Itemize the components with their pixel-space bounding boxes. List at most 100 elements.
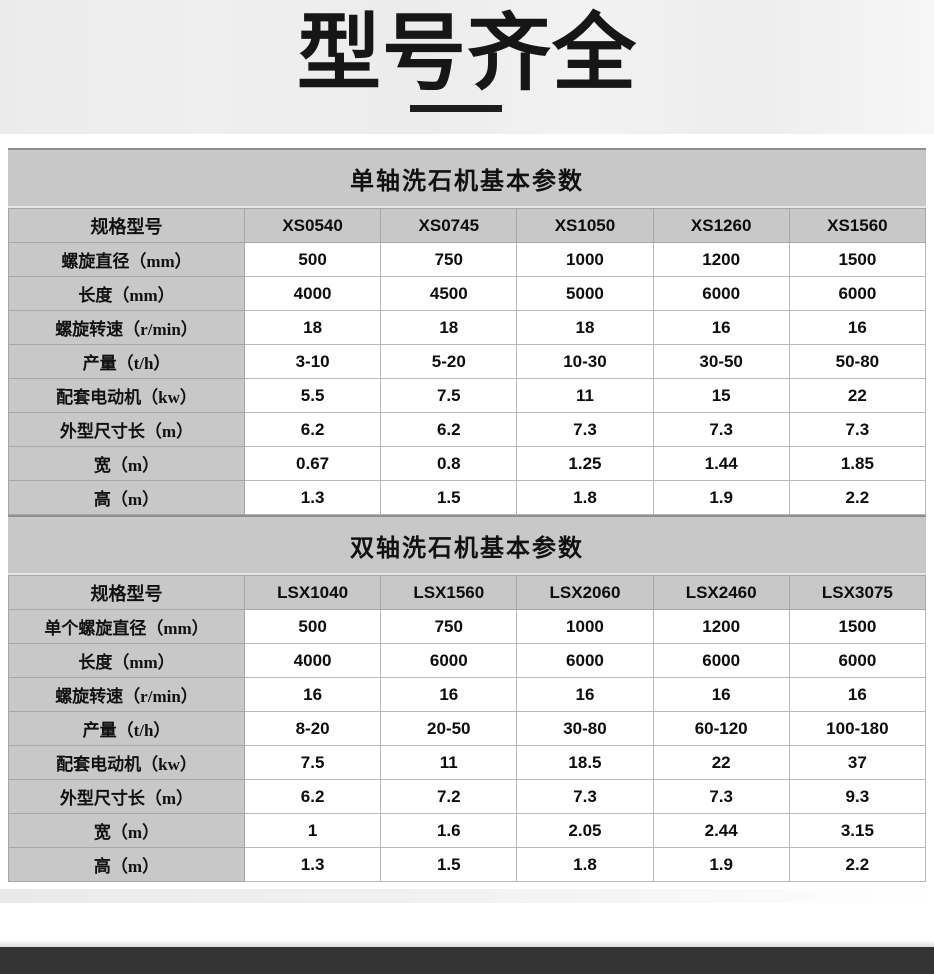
cell-value: 1.85 [788,446,927,481]
title-underline [410,105,502,112]
table-title-bar: 单轴洗石机基本参数 [8,148,926,208]
cell-value: 2.44 [652,813,790,848]
bottom-fade-strip [0,889,934,903]
row-label: 螺旋转速（r/min） [8,677,245,712]
cell-value: 1.8 [516,847,654,882]
footer-light-edge [0,941,934,947]
cell-value: 6.2 [243,779,382,814]
header-row: 规格型号 XS0540 XS0745 XS1050 XS1260 XS1560 [8,208,927,243]
row-label: 长度（mm） [8,276,245,311]
cell-value: 10-30 [516,344,654,379]
cell-value: 7.5 [380,378,518,413]
cell-value: 500 [243,609,382,644]
cell-value: 5.5 [243,378,382,413]
cell-value: 18 [516,310,654,345]
cell-value: 6000 [788,276,927,311]
table-row: 外型尺寸长（m） 6.2 6.2 7.3 7.3 7.3 [8,412,927,447]
row-label: 单个螺旋直径（mm） [8,609,245,644]
cell-value: 1.25 [516,446,654,481]
table-row: 单个螺旋直径（mm） 500 750 1000 1200 1500 [8,609,927,644]
spec-table-section-2: 双轴洗石机基本参数 规格型号 LSX1040 LSX1560 LSX2060 LSX24… [8,515,927,882]
row-label: 产量（t/h） [8,344,245,379]
row-label: 配套电动机（kw） [8,378,245,413]
row-label: 外型尺寸长（m） [8,779,245,814]
cell-value: 7.2 [380,779,518,814]
cell-value: 1.3 [243,480,382,515]
cell-value: 22 [788,378,927,413]
model-column-header: XS1260 [652,208,790,243]
table-row: 宽（m） 0.67 0.8 1.25 1.44 1.85 [8,446,927,481]
cell-value: 3.15 [788,813,927,848]
cell-value: 7.3 [516,779,654,814]
page-title: 型号齐全 [296,6,637,100]
cell-value: 6000 [652,276,790,311]
cell-value: 1 [243,813,382,848]
spec-column-header: 规格型号 [8,208,245,243]
row-label: 产量（t/h） [8,711,245,746]
table-row: 外型尺寸长（m） 6.2 7.2 7.3 7.3 9.3 [8,779,927,814]
table-row: 高（m） 1.3 1.5 1.8 1.9 2.2 [8,847,927,882]
cell-value: 1500 [788,609,927,644]
cell-value: 1.5 [380,847,518,882]
table-row: 长度（mm） 4000 6000 6000 6000 6000 [8,643,927,678]
cell-value: 3-10 [243,344,382,379]
model-column-header: XS1560 [788,208,927,243]
cell-value: 16 [788,677,927,712]
table-title: 单轴洗石机基本参数 [350,168,584,195]
model-column-header: LSX1560 [380,575,518,610]
table-row: 产量（t/h） 3-10 5-20 10-30 30-50 50-80 [8,344,927,379]
cell-value: 6.2 [243,412,382,447]
cell-value: 4000 [243,643,382,678]
spec-column-header: 规格型号 [8,575,245,610]
cell-value: 9.3 [788,779,927,814]
spec-table-section-1: 单轴洗石机基本参数 规格型号 XS0540 XS0745 XS1050 XS1260 XS… [8,148,927,515]
row-label: 宽（m） [8,813,245,848]
cell-value: 7.3 [652,412,790,447]
cell-value: 50-80 [788,344,927,379]
cell-value: 6000 [788,643,927,678]
row-label: 长度（mm） [8,643,245,678]
cell-value: 18.5 [516,745,654,780]
cell-value: 750 [380,609,518,644]
model-column-header: LSX2460 [652,575,790,610]
table-row: 高（m） 1.3 1.5 1.8 1.9 2.2 [8,480,927,515]
cell-value: 1.44 [652,446,790,481]
cell-value: 100-180 [788,711,927,746]
cell-value: 2.2 [788,847,927,882]
cell-value: 1.6 [380,813,518,848]
cell-value: 1.8 [516,480,654,515]
cell-value: 20-50 [380,711,518,746]
cell-value: 500 [243,242,382,277]
cell-value: 7.3 [516,412,654,447]
cell-value: 0.67 [243,446,382,481]
cell-value: 6000 [380,643,518,678]
row-label: 高（m） [8,847,245,882]
cell-value: 5-20 [380,344,518,379]
table-row: 螺旋转速（r/min） 16 16 16 16 16 [8,677,927,712]
cell-value: 15 [652,378,790,413]
cell-value: 18 [243,310,382,345]
row-label: 高（m） [8,480,245,515]
model-column-header: LSX1040 [243,575,382,610]
table-title: 双轴洗石机基本参数 [350,535,584,562]
table-row: 产量（t/h） 8-20 20-50 30-80 60-120 100-180 [8,711,927,746]
cell-value: 16 [380,677,518,712]
cell-value: 16 [243,677,382,712]
model-column-header: XS0540 [243,208,382,243]
table-row: 螺旋转速（r/min） 18 18 18 16 16 [8,310,927,345]
cell-value: 60-120 [652,711,790,746]
cell-value: 18 [380,310,518,345]
cell-value: 5000 [516,276,654,311]
cell-value: 1200 [652,242,790,277]
cell-value: 1500 [788,242,927,277]
footer-bar [0,947,934,974]
row-label: 宽（m） [8,446,245,481]
row-label: 外型尺寸长（m） [8,412,245,447]
cell-value: 16 [652,310,790,345]
cell-value: 1.9 [652,847,790,882]
cell-value: 750 [380,242,518,277]
table-row: 配套电动机（kw） 7.5 11 18.5 22 37 [8,745,927,780]
row-label: 螺旋直径（mm） [8,242,245,277]
page-banner: 型号齐全 [0,0,934,134]
cell-value: 8-20 [243,711,382,746]
